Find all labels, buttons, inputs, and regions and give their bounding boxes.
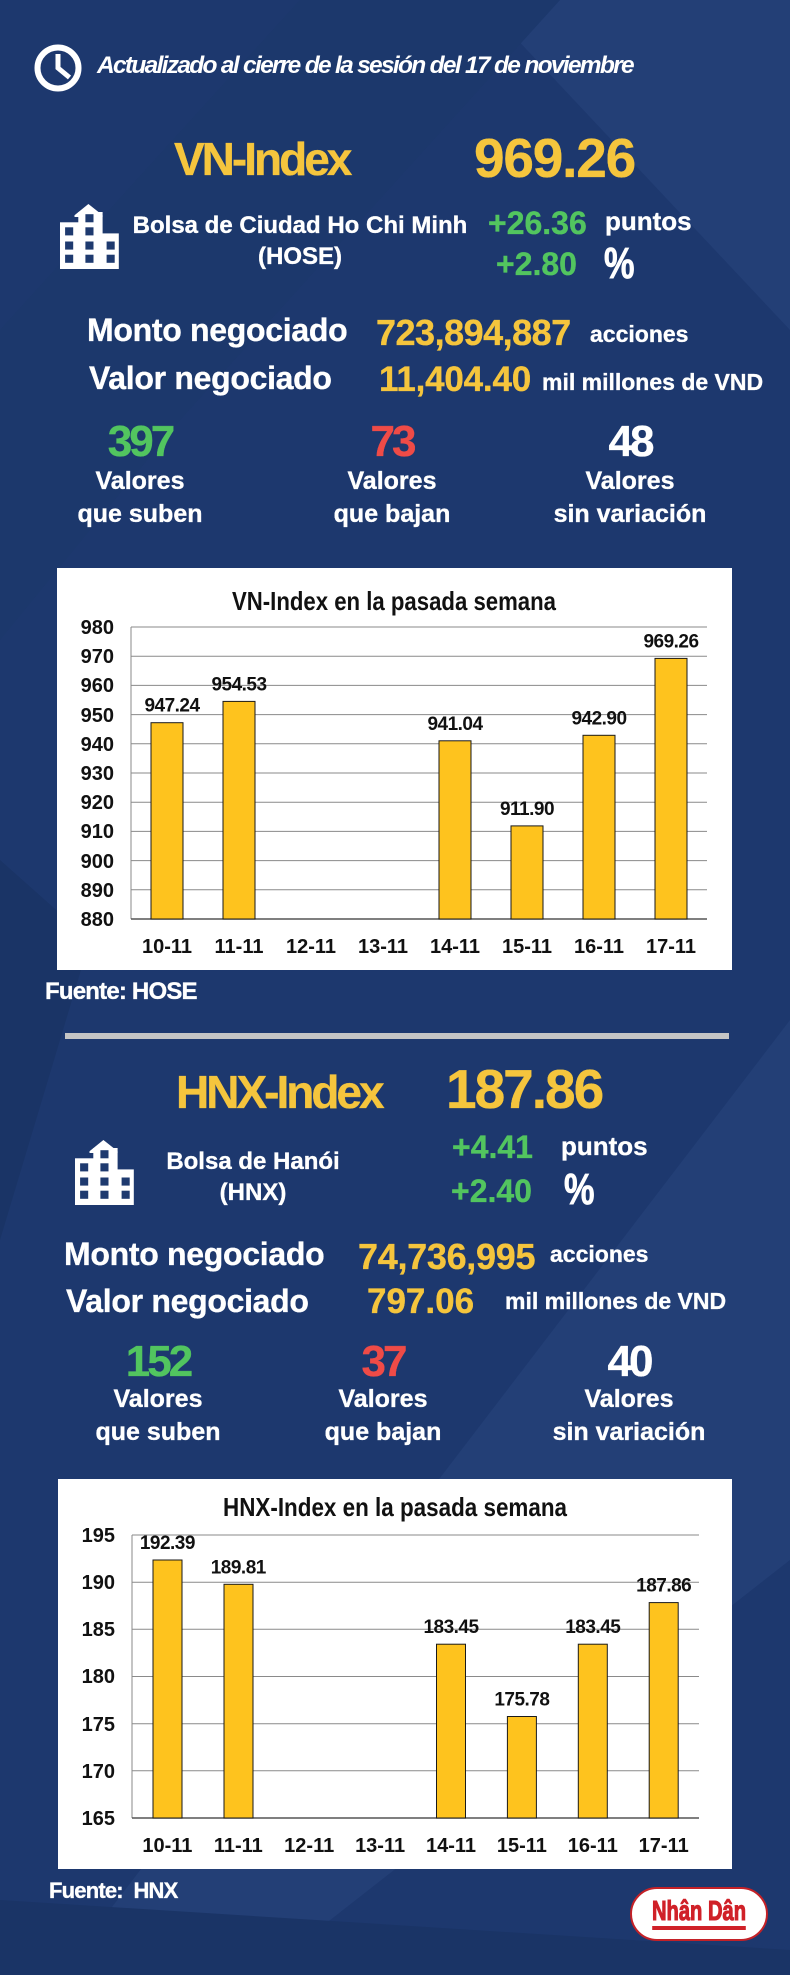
- svg-text:13-11: 13-11: [355, 1835, 405, 1857]
- svg-text:14-11: 14-11: [426, 1835, 476, 1857]
- svg-text:175.78: 175.78: [494, 1690, 549, 1711]
- svg-text:969.26: 969.26: [643, 631, 698, 652]
- svg-text:12-11: 12-11: [284, 1835, 334, 1857]
- svg-text:15-11: 15-11: [497, 1835, 547, 1857]
- svg-text:189.81: 189.81: [211, 1557, 267, 1578]
- svg-text:947.24: 947.24: [144, 696, 200, 717]
- svg-text:183.45: 183.45: [423, 1617, 479, 1638]
- svg-text:190: 190: [82, 1572, 115, 1594]
- svg-text:970: 970: [81, 646, 114, 668]
- svg-text:195: 195: [82, 1525, 115, 1547]
- svg-text:910: 910: [81, 821, 114, 843]
- svg-text:941.04: 941.04: [427, 714, 483, 735]
- svg-text:911.90: 911.90: [500, 799, 554, 820]
- svg-text:900: 900: [81, 851, 114, 873]
- svg-text:VN-Index en la pasada semana: VN-Index en la pasada semana: [232, 586, 556, 616]
- svg-text:15-11: 15-11: [502, 936, 552, 958]
- svg-text:HNX-Index en la pasada semana: HNX-Index en la pasada semana: [223, 1492, 567, 1522]
- svg-text:14-11: 14-11: [430, 936, 480, 958]
- svg-text:185: 185: [82, 1619, 115, 1641]
- svg-text:920: 920: [81, 792, 114, 814]
- svg-text:16-11: 16-11: [568, 1835, 618, 1857]
- svg-text:11-11: 11-11: [214, 1835, 263, 1857]
- svg-text:170: 170: [82, 1761, 115, 1783]
- svg-text:17-11: 17-11: [639, 1835, 689, 1857]
- svg-text:192.39: 192.39: [140, 1533, 195, 1554]
- svg-text:12-11: 12-11: [286, 936, 336, 958]
- svg-text:187.86: 187.86: [636, 1576, 691, 1597]
- svg-text:10-11: 10-11: [142, 936, 192, 958]
- svg-text:10-11: 10-11: [142, 1835, 192, 1857]
- svg-text:930: 930: [81, 763, 114, 785]
- svg-text:940: 940: [81, 734, 114, 756]
- svg-text:890: 890: [81, 880, 114, 902]
- svg-text:950: 950: [81, 705, 114, 727]
- svg-text:11-11: 11-11: [215, 936, 264, 958]
- svg-text:13-11: 13-11: [358, 936, 408, 958]
- svg-text:165: 165: [82, 1808, 115, 1830]
- svg-text:960: 960: [81, 675, 114, 697]
- svg-text:954.53: 954.53: [211, 674, 266, 695]
- svg-text:180: 180: [82, 1666, 115, 1688]
- svg-text:175: 175: [82, 1714, 115, 1736]
- svg-text:17-11: 17-11: [646, 936, 696, 958]
- svg-text:880: 880: [81, 909, 114, 931]
- svg-text:16-11: 16-11: [574, 936, 624, 958]
- svg-text:942.90: 942.90: [571, 708, 626, 729]
- svg-text:183.45: 183.45: [565, 1617, 621, 1638]
- svg-text:980: 980: [81, 617, 114, 639]
